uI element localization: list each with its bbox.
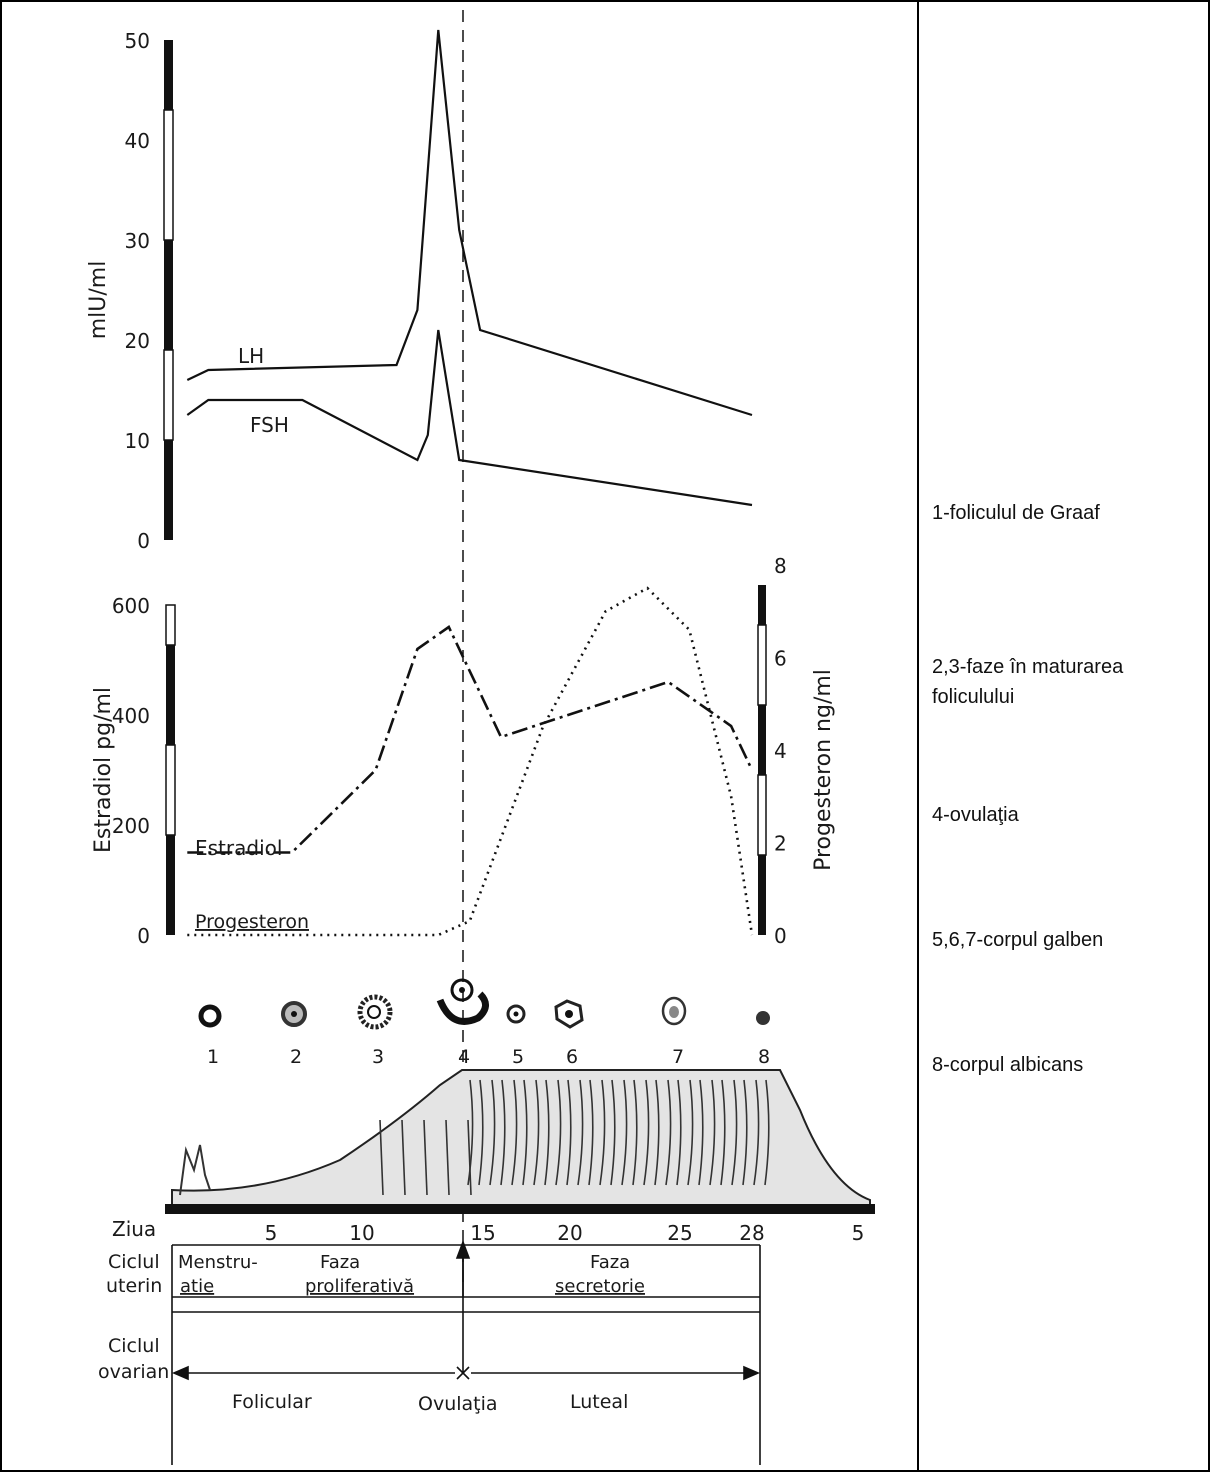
follicle-number-label: 6 (566, 1046, 578, 1068)
follicle-stages: 1 2 3 4 5 6 7 8 (198, 978, 770, 1068)
follicle-number-label: 2 (290, 1046, 302, 1068)
estradiol-series-line (187, 625, 754, 854)
follicle-7-icon (661, 996, 687, 1026)
progesteron-series-label: Progesteron (195, 911, 309, 933)
estradiol-y-label: Estradiol pg/ml (91, 687, 116, 853)
legend-item-3: 4-ovulaţia (932, 804, 1019, 826)
legend-item-5: 8-corpul albicans (932, 1054, 1084, 1076)
day-axis-label: Ziua (112, 1217, 156, 1241)
ovulation-label: Ovulaţia (418, 1393, 498, 1415)
follicle-number-label: 7 (672, 1046, 684, 1068)
estradiol-y-tick: 200 (112, 814, 150, 838)
follicle-number-label: 1 (207, 1046, 219, 1068)
endometrium-base (165, 1204, 875, 1214)
proliferative-label-2: proliferativă (305, 1276, 414, 1297)
gonadotropin-y-tick: 0 (137, 529, 150, 553)
uterine-cycle-label-2: uterin (106, 1275, 162, 1297)
follicle-8-icon (756, 1011, 770, 1025)
progesteron-y-tick: 8 (774, 554, 787, 578)
follicle-6-icon (554, 999, 584, 1029)
secretory-label-2: secretorie (555, 1276, 645, 1297)
gonadotropin-y-axis (163, 40, 174, 540)
proliferative-label-1: Faza (320, 1252, 360, 1273)
estradiol-y-axis (165, 604, 176, 935)
menstruation-label-2: atie (180, 1276, 214, 1297)
luteal-phase-label: Luteal (570, 1391, 628, 1413)
gonadotropin-y-label: mlU/ml (86, 261, 111, 340)
gonadotropin-y-tick: 10 (125, 429, 150, 453)
uterine-cycle-label-1: Ciclul (108, 1251, 160, 1273)
lh-series-line (186, 29, 753, 417)
follicle-number-label: 3 (372, 1046, 384, 1068)
follicle-number-label: 4 (458, 1046, 470, 1068)
legend-item-1: 1-foliculul de Graaf (932, 502, 1100, 524)
estradiol-series-label: Estradiol (195, 836, 282, 860)
gonadotropin-y-tick: 20 (125, 329, 150, 353)
day-tick-label: 28 (739, 1221, 764, 1245)
steroid-chart: 600 400 200 0 8 6 4 2 0 Estradiol pg/ml Progeste… (91, 554, 836, 948)
day-tick-label: 5 (265, 1221, 278, 1245)
day-tick-label: 20 (557, 1221, 582, 1245)
ovarian-cycle-label-2: ovarian (98, 1361, 169, 1383)
follicle-number-label: 8 (758, 1046, 770, 1068)
estradiol-y-tick: 400 (112, 704, 150, 728)
follicle-1-icon (198, 1004, 222, 1028)
fsh-series-label: FSH (250, 413, 289, 437)
follicular-phase-label: Folicular (232, 1391, 312, 1413)
progesteron-y-label: Progesteron ng/ml (811, 669, 836, 871)
day-tick-label: 5 (852, 1221, 865, 1245)
follicle-3-icon (357, 994, 393, 1030)
progesteron-y-axis (757, 585, 767, 935)
gonadotropin-chart: 50 40 30 20 10 0 mlU/ml LH FSH (86, 29, 753, 553)
legend-item-4: 5,6,7-corpul galben (932, 929, 1104, 951)
legend-item-2-cont: foliculului (932, 686, 1015, 708)
cycle-table (171, 1244, 761, 1465)
estradiol-y-tick: 0 (137, 924, 150, 948)
menstruation-label-1: Menstru- (178, 1252, 258, 1273)
day-tick-label: 25 (667, 1221, 692, 1245)
day-tick-label: 10 (349, 1221, 374, 1245)
gonadotropin-y-tick: 40 (125, 129, 150, 153)
gonadotropin-y-tick: 30 (125, 229, 150, 253)
estradiol-y-tick: 600 (112, 594, 150, 618)
progesteron-y-tick: 0 (774, 924, 787, 948)
progesteron-y-tick: 4 (774, 739, 787, 763)
lh-series-label: LH (238, 344, 264, 368)
follicle-4-icon (436, 978, 489, 1025)
progesteron-series-line (187, 586, 754, 937)
day-tick-label: 15 (470, 1221, 495, 1245)
follicle-number-label: 5 (512, 1046, 524, 1068)
progesteron-y-tick: 2 (774, 832, 787, 856)
progesteron-y-tick: 6 (774, 647, 787, 671)
fsh-series-line (186, 329, 753, 507)
gonadotropin-y-tick: 50 (125, 29, 150, 53)
follicle-5-icon (506, 1004, 526, 1024)
follicle-2-icon (281, 1001, 307, 1027)
ovarian-phase-arrows (171, 1239, 761, 1381)
legend-item-2: 2,3-faze în maturarea (932, 656, 1124, 678)
secretory-label-1: Faza (590, 1252, 630, 1273)
ovarian-cycle-label-1: Ciclul (108, 1335, 160, 1357)
endometrium-illustration (165, 1069, 875, 1214)
